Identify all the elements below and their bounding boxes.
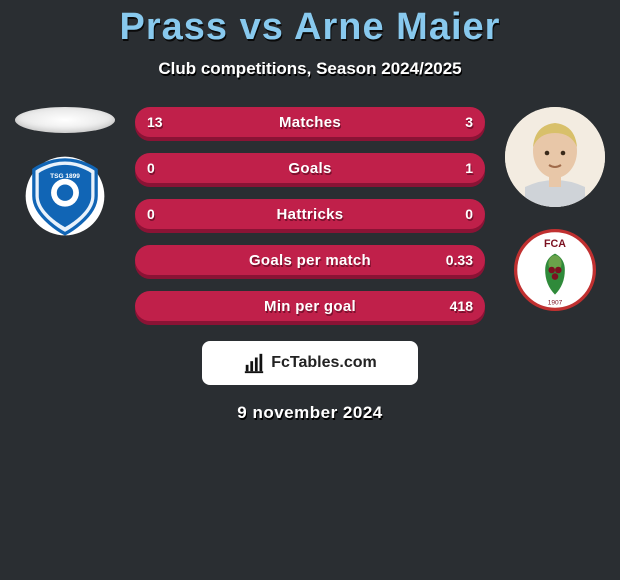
stat-bar: 0 Goals 1: [135, 153, 485, 183]
snapshot-date: 9 november 2024: [0, 403, 620, 423]
page-title: Prass vs Arne Maier: [0, 6, 620, 49]
branding-card: FcTables.com: [202, 341, 418, 385]
comparison-stage: TSG 1899 FCA: [0, 107, 620, 321]
svg-text:1907: 1907: [548, 299, 563, 306]
player-face-icon: [505, 107, 605, 207]
stat-value-left: 13: [135, 107, 175, 137]
right-club-badge: FCA 1907: [514, 229, 596, 311]
svg-text:TSG 1899: TSG 1899: [50, 173, 80, 180]
stat-value-right: 0.33: [434, 245, 485, 275]
stat-value-right: 3: [453, 107, 485, 137]
stat-bar: Min per goal 418: [135, 291, 485, 321]
stat-value-left: 0: [135, 199, 167, 229]
right-player-column: FCA 1907: [490, 107, 620, 311]
bar-chart-icon: [243, 352, 265, 374]
stat-value-right: 418: [438, 291, 485, 321]
stat-bar: 0 Hattricks 0: [135, 199, 485, 229]
right-player-photo: [505, 107, 605, 207]
stat-bars: 13 Matches 3 0 Goals 1 0 Hattricks 0 Goals per ma…: [135, 107, 485, 321]
stat-bar: 13 Matches 3: [135, 107, 485, 137]
stat-value-right: 1: [453, 153, 485, 183]
stat-value-left: [135, 291, 159, 321]
stat-label: Min per goal: [264, 298, 356, 315]
stat-label: Matches: [279, 114, 341, 131]
stat-label: Goals per match: [249, 252, 371, 269]
stat-label: Goals: [288, 160, 331, 177]
stat-value-right: 0: [453, 199, 485, 229]
svg-text:FCA: FCA: [544, 238, 566, 250]
page-subtitle: Club competitions, Season 2024/2025: [0, 59, 620, 79]
left-club-badge: TSG 1899: [24, 155, 106, 237]
left-player-photo: [15, 107, 115, 133]
stat-value-left: [135, 245, 159, 275]
left-player-column: TSG 1899: [0, 107, 130, 237]
stat-value-left: 0: [135, 153, 167, 183]
branding-text: FcTables.com: [271, 354, 377, 372]
augsburg-badge-icon: FCA 1907: [514, 229, 596, 311]
stat-bar: Goals per match 0.33: [135, 245, 485, 275]
stat-label: Hattricks: [277, 206, 344, 223]
hoffenheim-badge-icon: TSG 1899: [24, 155, 106, 237]
